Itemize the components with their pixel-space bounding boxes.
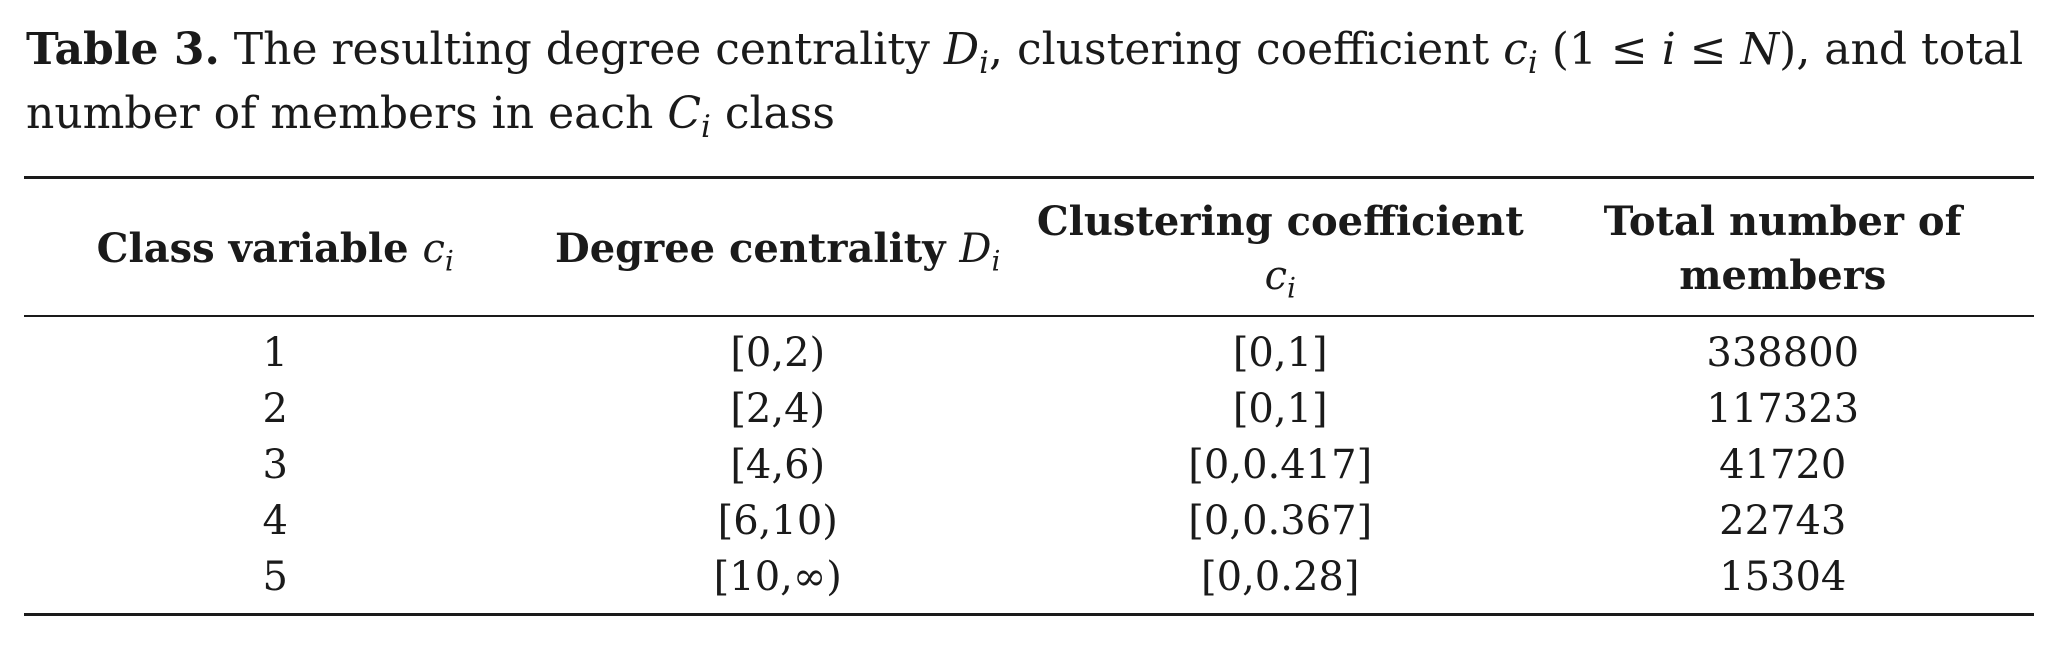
table-label: Table 3. bbox=[26, 24, 220, 75]
table-row: 3 [4,6) [0,0.417] 41720 bbox=[24, 437, 2034, 493]
caption-var-n: N bbox=[1740, 24, 1780, 75]
caption-text: class bbox=[710, 88, 835, 139]
table-row: 4 [6,10) [0,0.367] 22743 bbox=[24, 493, 2034, 549]
caption-sub-i: i bbox=[979, 45, 990, 82]
caption-var-c: c bbox=[1503, 24, 1528, 75]
table-container: Class variable ci Degree centrality Di C… bbox=[24, 176, 2034, 616]
cell-members: 117323 bbox=[1706, 386, 1860, 432]
caption-var-c-upper: C bbox=[667, 88, 701, 139]
table-row: 5 [10,∞) [0,0.28] 15304 bbox=[24, 549, 2034, 615]
header-class-variable: Class variable ci bbox=[24, 177, 527, 317]
cell-class: 2 bbox=[262, 386, 288, 432]
cell-members: 15304 bbox=[1719, 554, 1847, 600]
header-row: Class variable ci Degree centrality Di C… bbox=[24, 177, 2034, 317]
header-degree-centrality: Degree centrality Di bbox=[526, 177, 1029, 317]
cell-clustering: [0,0.28] bbox=[1201, 554, 1360, 600]
cell-degree: [0,2) bbox=[730, 330, 826, 376]
header-clustering-coefficient: Clustering coefficient ci bbox=[1029, 177, 1532, 317]
table-row: 1 [0,2) [0,1] 338800 bbox=[24, 316, 2034, 381]
table-caption: Table 3. The resulting degree centrality… bbox=[26, 18, 2026, 146]
cell-class: 1 bbox=[262, 330, 288, 376]
table-row: 2 [2,4) [0,1] 117323 bbox=[24, 381, 2034, 437]
cell-clustering: [0,0.367] bbox=[1188, 498, 1373, 544]
cell-degree: [4,6) bbox=[730, 442, 826, 488]
cell-degree: [2,4) bbox=[730, 386, 826, 432]
caption-sub-i: i bbox=[1527, 45, 1538, 82]
cell-degree: [6,10) bbox=[717, 498, 838, 544]
caption-text: , clustering coefficient bbox=[989, 24, 1504, 75]
caption-text: (1 ≤ bbox=[1537, 24, 1662, 75]
cell-clustering: [0,0.417] bbox=[1188, 442, 1373, 488]
cell-class: 4 bbox=[262, 498, 288, 544]
header-total-members: Total number of members bbox=[1531, 177, 2034, 317]
cell-class: 5 bbox=[262, 554, 288, 600]
caption-text: ≤ bbox=[1675, 24, 1741, 75]
cell-members: 338800 bbox=[1706, 330, 1860, 376]
cell-members: 41720 bbox=[1719, 442, 1847, 488]
cell-degree: [10,∞) bbox=[713, 554, 842, 600]
caption-var-i: i bbox=[1661, 24, 1676, 75]
cell-clustering: [0,1] bbox=[1232, 330, 1328, 376]
cell-clustering: [0,1] bbox=[1232, 386, 1328, 432]
caption-text: ), and total number of members in each bbox=[26, 24, 2024, 139]
caption-text: The resulting degree centrality bbox=[219, 24, 944, 75]
cell-members: 22743 bbox=[1719, 498, 1847, 544]
caption-var-d: D bbox=[943, 24, 980, 75]
caption-sub-i: i bbox=[700, 109, 711, 146]
cell-class: 3 bbox=[262, 442, 288, 488]
data-table: Class variable ci Degree centrality Di C… bbox=[24, 176, 2034, 616]
